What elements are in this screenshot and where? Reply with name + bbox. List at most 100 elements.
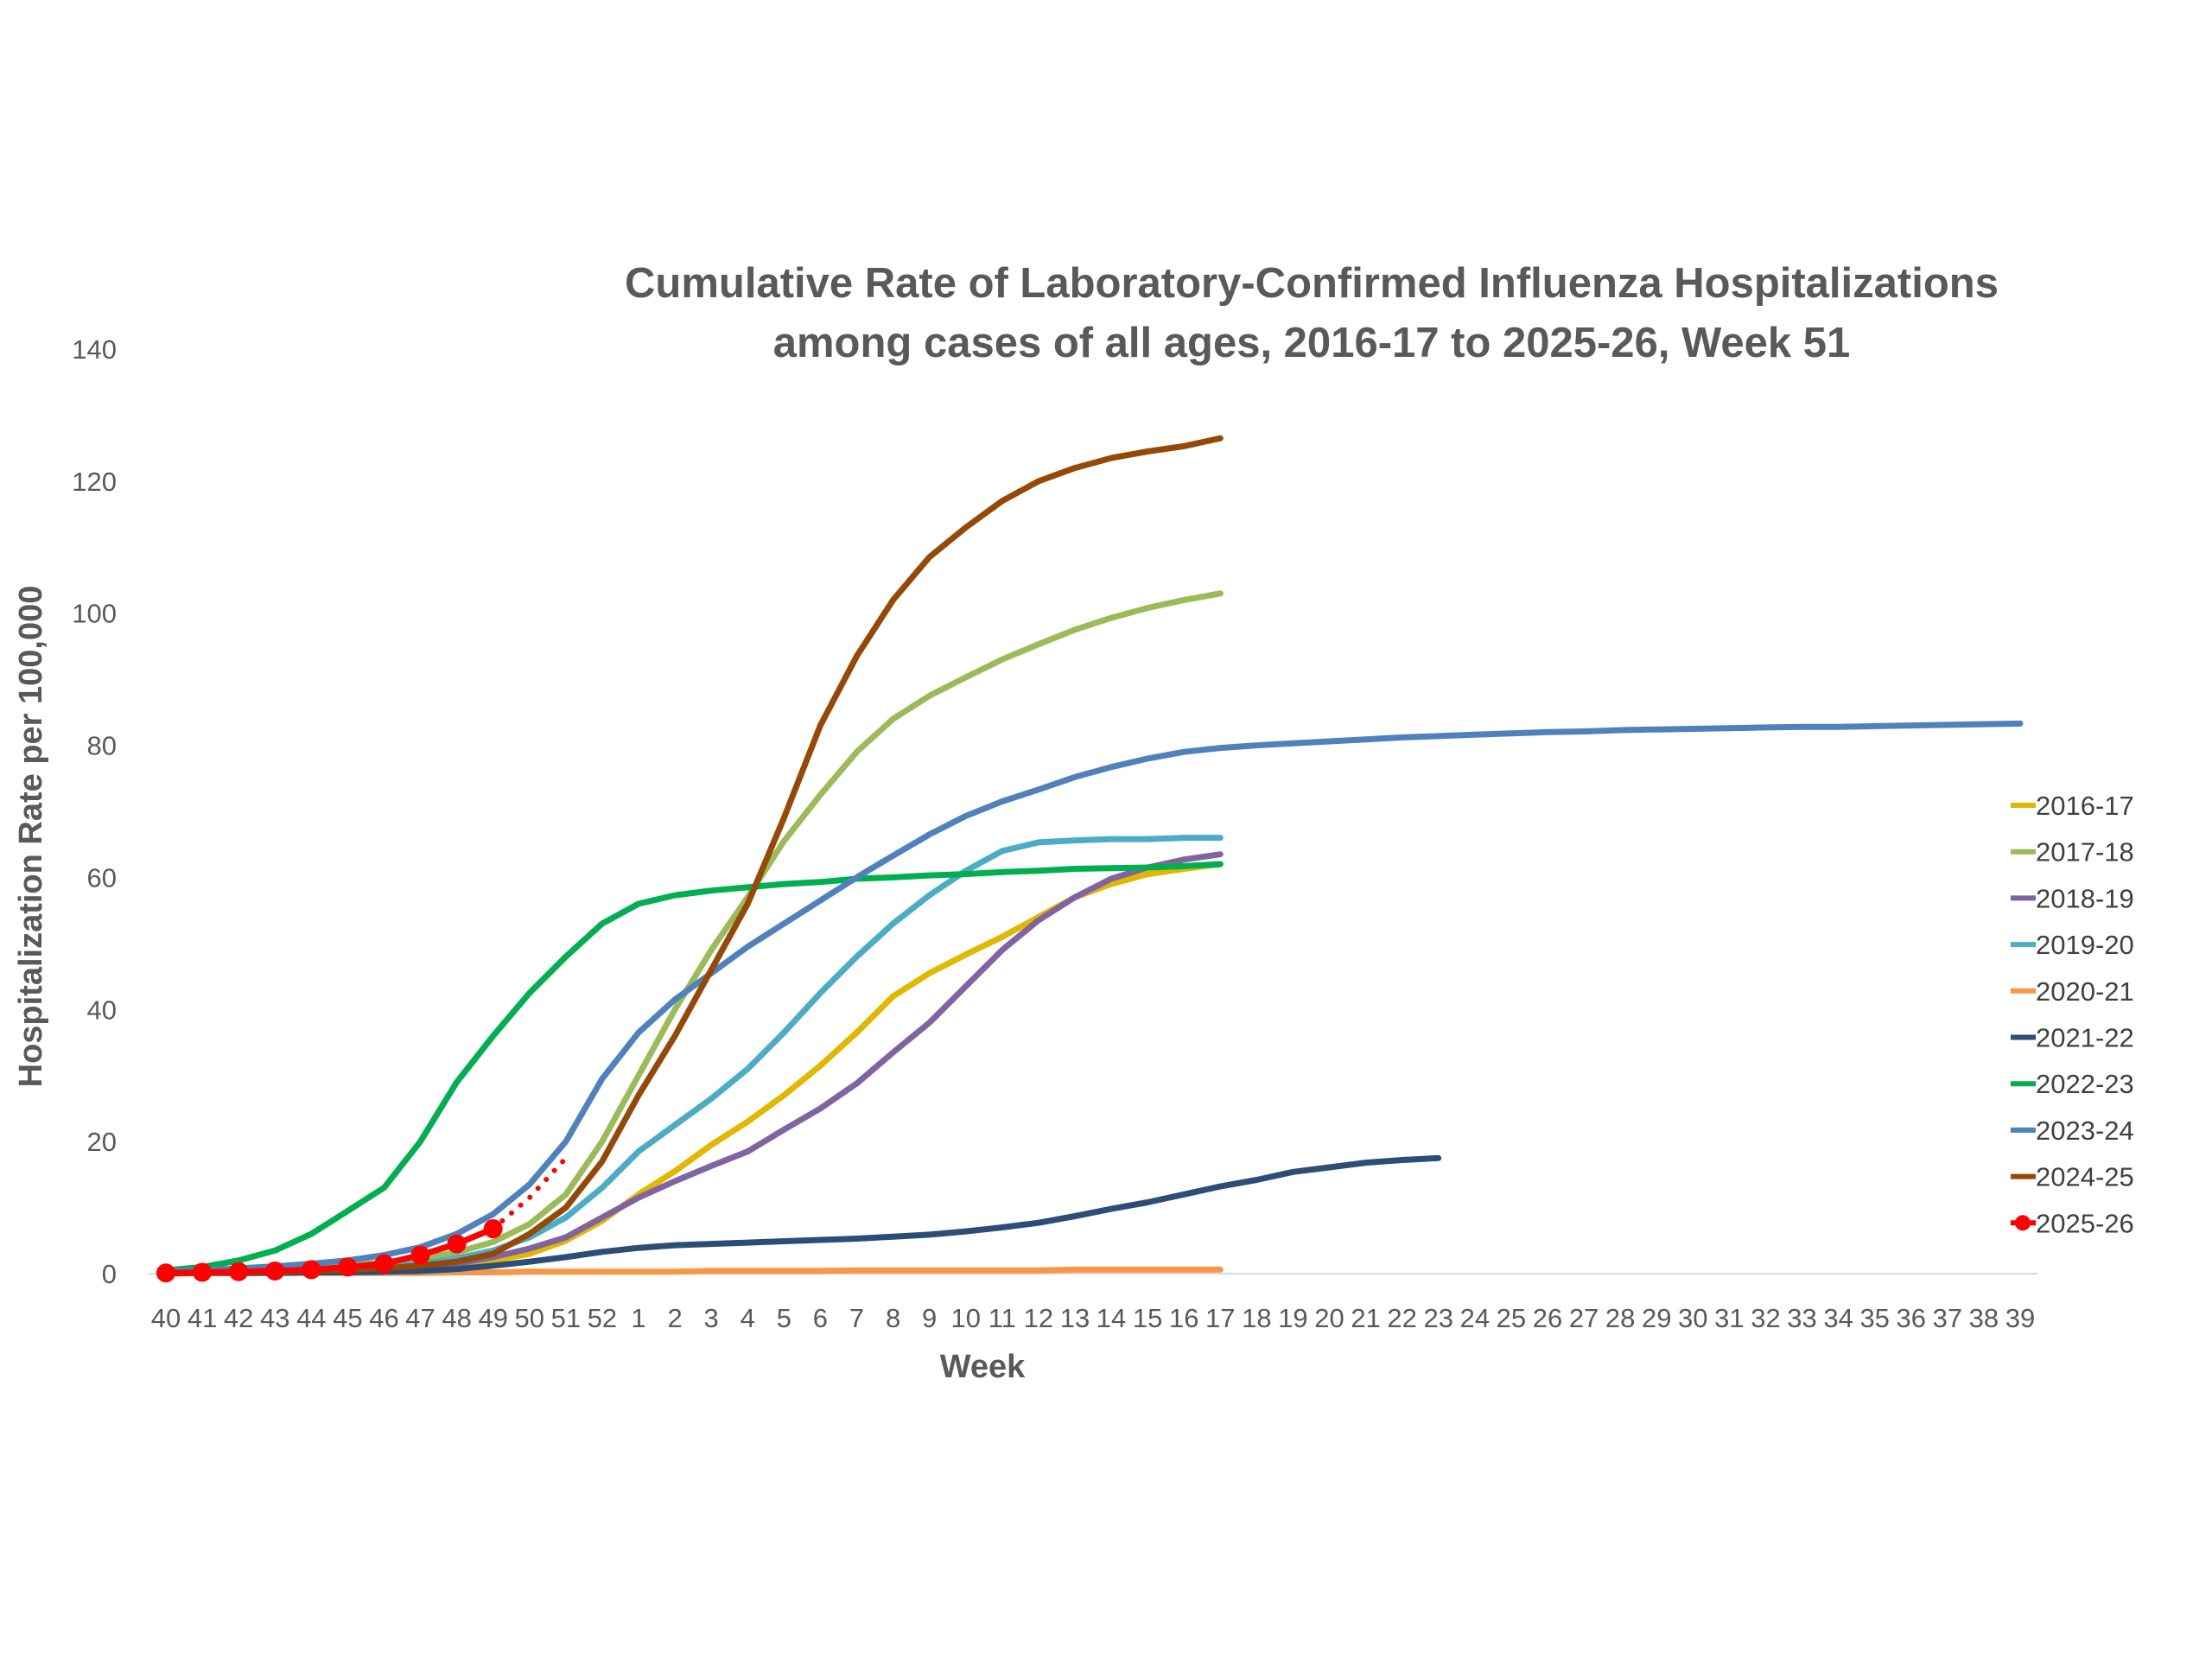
x-tick-label: 9: [922, 1303, 937, 1333]
x-tick-label: 17: [1205, 1303, 1235, 1333]
x-tick-label: 52: [588, 1303, 617, 1333]
y-tick-label: 0: [102, 1259, 117, 1289]
legend-label: 2024-25: [2036, 1162, 2134, 1192]
x-tick-label: 30: [1678, 1303, 1707, 1333]
data-point-2025-26: [410, 1245, 430, 1265]
x-tick-label: 28: [1605, 1303, 1635, 1333]
x-tick-label: 29: [1642, 1303, 1671, 1333]
legend-item-2025-26: 2025-26: [2011, 1208, 2134, 1238]
x-tick-label: 4: [741, 1303, 755, 1333]
x-tick-label: 13: [1060, 1303, 1090, 1333]
series-line-2025-26: [162, 1225, 497, 1276]
x-tick-label: 50: [515, 1303, 544, 1333]
x-tick-label: 36: [1897, 1303, 1926, 1333]
x-tick-label: 46: [369, 1303, 398, 1333]
x-tick-label: 26: [1533, 1303, 1562, 1333]
x-axis-label: Week: [940, 1349, 1026, 1385]
x-tick-label: 35: [1859, 1303, 1889, 1333]
chart-title-line-1: Cumulative Rate of Laboratory-Confirmed …: [625, 260, 1999, 307]
legend-label: 2021-22: [2036, 1023, 2134, 1053]
y-tick-label: 100: [72, 599, 117, 629]
x-tick-label: 3: [704, 1303, 719, 1333]
legend-item-2024-25: 2024-25: [2011, 1162, 2134, 1192]
legend-label: 2020-21: [2036, 976, 2134, 1007]
x-tick-label: 7: [849, 1303, 864, 1333]
x-tick-label: 38: [1969, 1303, 1999, 1333]
y-tick-label: 80: [87, 731, 117, 761]
series-line-2016-17: [162, 861, 1224, 1276]
x-tick-label: 22: [1387, 1303, 1416, 1333]
x-tick-label: 42: [224, 1303, 253, 1333]
series-line-2022-23: [162, 861, 1224, 1274]
x-tick-label: 8: [886, 1303, 900, 1333]
x-tick-label: 16: [1169, 1303, 1198, 1333]
x-tick-label: 49: [478, 1303, 507, 1333]
x-tick-label: 20: [1314, 1303, 1344, 1333]
y-tick-label: 140: [72, 334, 117, 365]
y-tick-label: 60: [87, 862, 117, 893]
data-point-2025-26: [229, 1262, 249, 1281]
data-point-2025-26: [374, 1254, 394, 1274]
y-tick-labels: 0 20 40 60 80 100 120 140: [72, 334, 117, 1289]
legend-label: 2023-24: [2036, 1116, 2134, 1146]
x-tick-label: 21: [1351, 1303, 1380, 1333]
series-line-2021-22: [162, 1154, 1442, 1276]
legend-item-2018-19: 2018-19: [2011, 883, 2134, 913]
x-tick-label: 15: [1133, 1303, 1162, 1333]
x-tick-label: 43: [260, 1303, 289, 1333]
legend-item-2017-18: 2017-18: [2011, 837, 2134, 868]
y-axis-label: Hospitalization Rate per 100,000: [13, 586, 49, 1088]
x-tick-label: 33: [1787, 1303, 1816, 1333]
chart-title-line-2: among cases of all ages, 2016-17 to 2025…: [773, 320, 1851, 366]
x-tick-label: 19: [1278, 1303, 1307, 1333]
series-line-2024-25: [162, 435, 1224, 1277]
x-tick-label: 41: [188, 1303, 217, 1333]
legend-item-2016-17: 2016-17: [2011, 791, 2134, 821]
data-point-2025-26: [302, 1260, 321, 1280]
x-tick-label: 25: [1497, 1303, 1526, 1333]
x-tick-label: 47: [405, 1303, 435, 1333]
x-tick-label: 39: [2005, 1303, 2035, 1333]
legend-item-2020-21: 2020-21: [2011, 976, 2134, 1007]
legend-item-2021-22: 2021-22: [2011, 1023, 2134, 1053]
x-tick-label: 11: [988, 1303, 1016, 1333]
x-tick-label: 34: [1823, 1303, 1853, 1333]
legend-item-2019-20: 2019-20: [2011, 930, 2134, 960]
data-point-2025-26: [338, 1257, 358, 1277]
x-tick-label: 14: [1096, 1303, 1126, 1333]
x-tick-label: 48: [442, 1303, 471, 1333]
legend-label: 2016-17: [2036, 791, 2134, 821]
series-line-2018-19: [162, 851, 1224, 1276]
data-point-2025-26: [156, 1263, 175, 1283]
x-tick-label: 37: [1933, 1303, 1962, 1333]
legend-item-2023-24: 2023-24: [2011, 1116, 2134, 1146]
legend-label: 2017-18: [2036, 837, 2134, 868]
x-tick-label: 2: [667, 1303, 682, 1333]
x-tick-label: 12: [1024, 1303, 1053, 1333]
series-line-2023-24: [162, 720, 2024, 1275]
y-tick-label: 40: [87, 995, 117, 1025]
legend-label: 2019-20: [2036, 930, 2134, 960]
x-tick-label: 51: [551, 1303, 581, 1333]
y-tick-label: 120: [72, 467, 117, 497]
x-tick-label: 5: [777, 1303, 791, 1333]
legend-label: 2025-26: [2036, 1208, 2134, 1238]
x-tick-label: 44: [296, 1303, 326, 1333]
x-tick-label: 18: [1242, 1303, 1271, 1333]
data-point-2025-26: [447, 1234, 467, 1254]
x-tick-label: 24: [1460, 1303, 1490, 1333]
x-tick-label: 40: [151, 1303, 181, 1333]
y-tick-label: 20: [87, 1127, 117, 1157]
data-point-2025-26: [265, 1261, 285, 1281]
data-point-2025-26: [193, 1262, 213, 1282]
legend-label: 2018-19: [2036, 883, 2134, 913]
x-tick-label: 45: [333, 1303, 362, 1333]
projection-line: [490, 1155, 569, 1231]
x-tick-label: 27: [1569, 1303, 1599, 1333]
x-tick-label: 31: [1714, 1303, 1744, 1333]
x-tick-label: 32: [1751, 1303, 1780, 1333]
series-lines: [156, 435, 2024, 1283]
legend-marker: [2015, 1215, 2031, 1231]
x-tick-labels: 40 41 42 43 44 45 46 47 48 49 50 51 52 1 2 3 4 5 6 7 8 9 10 11 1…: [151, 1303, 2035, 1333]
